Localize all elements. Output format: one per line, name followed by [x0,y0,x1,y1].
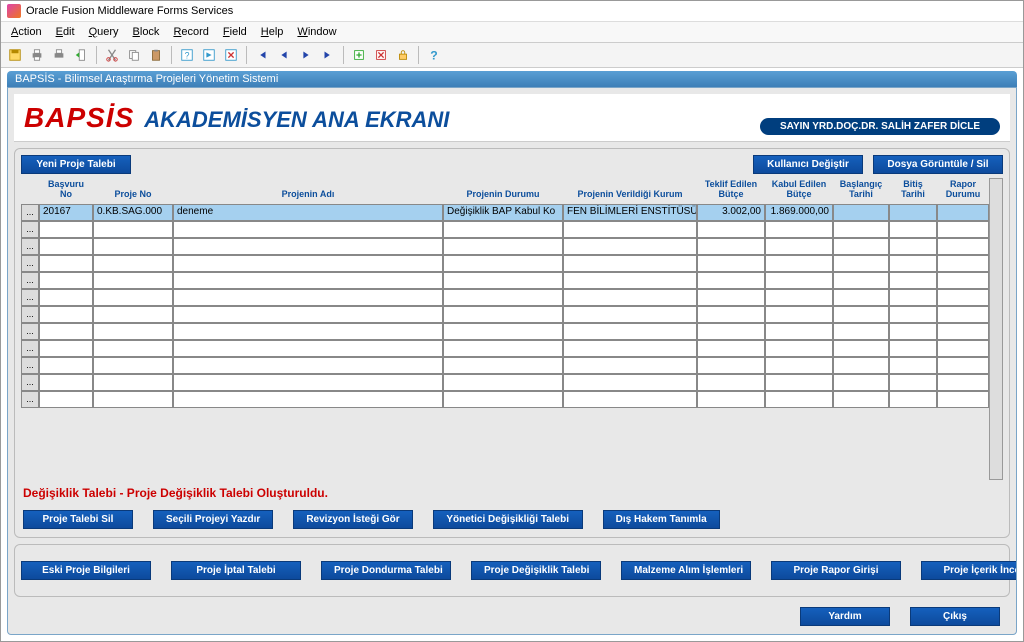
col-basvuru: Başvuru No [39,178,93,204]
insert-record-icon[interactable] [349,45,369,65]
exit-icon[interactable] [71,45,91,65]
col-tbutce: Teklif Edilen Bütçe [697,178,765,204]
separator [418,46,419,64]
save-icon[interactable] [5,45,25,65]
col-durum: Projenin Durumu [443,178,563,204]
table-row[interactable]: ... [21,306,989,323]
titlebar: Oracle Fusion Middleware Forms Services [1,1,1023,22]
revision-button[interactable]: Revizyon İsteği Gör [293,510,412,529]
print-selected-button[interactable]: Seçili Projeyi Yazdır [153,510,273,529]
change-project-button[interactable]: Proje Değişiklik Talebi [471,561,601,580]
col-rapor: Rapor Durumu [937,178,989,204]
execute-query-icon[interactable] [199,45,219,65]
enter-query-icon[interactable]: ? [177,45,197,65]
grid-body: ...201670.KB.SAG.000denemeDeğişiklik BAP… [21,204,989,480]
menu-help[interactable]: Help [255,24,290,40]
logo: BAPSİS [24,102,134,134]
next-record-icon[interactable] [296,45,316,65]
header-row: BAPSİS AKADEMİSYEN ANA EKRANI SAYIN YRD.… [14,94,1010,142]
menu-block[interactable]: Block [127,24,166,40]
separator [96,46,97,64]
content-review-button[interactable]: Proje İçerik İncele [921,561,1017,580]
menu-window[interactable]: Window [291,24,342,40]
paste-icon[interactable] [146,45,166,65]
cancel-project-button[interactable]: Proje İptal Talebi [171,561,301,580]
col-kbutce: Kabul Edilen Bütçe [765,178,833,204]
table-row[interactable]: ... [21,272,989,289]
menu-edit[interactable]: Edit [50,24,81,40]
svg-text:?: ? [430,48,437,62]
user-badge: SAYIN YRD.DOÇ.DR. SALİH ZAFER DİCLE [760,118,1000,135]
table-row[interactable]: ...201670.KB.SAG.000denemeDeğişiklik BAP… [21,204,989,221]
page-title: AKADEMİSYEN ANA EKRANI [144,107,449,133]
table-row[interactable]: ... [21,391,989,408]
help-button[interactable]: Yardım [800,607,890,626]
manager-change-button[interactable]: Yönetici Değişikliği Talebi [433,510,583,529]
menu-query[interactable]: Query [83,24,125,40]
action-buttons: Proje Talebi Sil Seçili Projeyi Yazdır R… [21,508,1003,531]
col-bas: Başlangıç Tarihi [833,178,889,204]
table-row[interactable]: ... [21,357,989,374]
external-referee-button[interactable]: Dış Hakem Tanımla [603,510,720,529]
material-ops-button[interactable]: Malzeme Alım İşlemleri [621,561,751,580]
table-row[interactable]: ... [21,221,989,238]
table-row[interactable]: ... [21,255,989,272]
separator [171,46,172,64]
table-row[interactable]: ... [21,374,989,391]
copy-icon[interactable] [124,45,144,65]
top-button-row: Yeni Proje Talebi Kullanıcı Değiştir Dos… [21,155,1003,174]
col-ad: Projenin Adı [173,178,443,204]
prev-record-icon[interactable] [274,45,294,65]
menubar: Action Edit Query Block Record Field Hel… [1,22,1023,43]
old-project-button[interactable]: Eski Proje Bilgileri [21,561,151,580]
freeze-project-button[interactable]: Proje Dondurma Talebi [321,561,451,580]
help-icon[interactable]: ? [424,45,444,65]
cut-icon[interactable] [102,45,122,65]
print-icon[interactable] [27,45,47,65]
main-panel: Yeni Proje Talebi Kullanıcı Değiştir Dos… [14,148,1010,538]
footer-buttons: Yardım Çıkış [14,603,1010,628]
menu-action[interactable]: Action [5,24,48,40]
print-setup-icon[interactable] [49,45,69,65]
remove-record-icon[interactable] [371,45,391,65]
content-area: BAPSİS AKADEMİSYEN ANA EKRANI SAYIN YRD.… [7,87,1017,635]
grid: Başvuru No Proje No Projenin Adı Projeni… [21,178,1003,480]
toolbar: ? ? [1,43,1023,68]
change-user-button[interactable]: Kullanıcı Değiştir [753,155,863,174]
cancel-query-icon[interactable] [221,45,241,65]
report-entry-button[interactable]: Proje Rapor Girişi [771,561,901,580]
grid-header: Başvuru No Proje No Projenin Adı Projeni… [21,178,989,204]
table-row[interactable]: ... [21,323,989,340]
menu-field[interactable]: Field [217,24,253,40]
subwindow-title: BAPSİS - Bilimsel Araştırma Projeleri Yö… [7,71,1017,87]
first-record-icon[interactable] [252,45,272,65]
menu-record[interactable]: Record [167,24,214,40]
table-row[interactable]: ... [21,238,989,255]
status-message: Değişiklik Talebi - Proje Değişiklik Tal… [21,480,1003,508]
exit-button[interactable]: Çıkış [910,607,1000,626]
last-record-icon[interactable] [318,45,338,65]
main-window: Oracle Fusion Middleware Forms Services … [0,0,1024,642]
delete-request-button[interactable]: Proje Talebi Sil [23,510,133,529]
col-kurum: Projenin Verildiği Kurum [563,178,697,204]
separator [246,46,247,64]
table-row[interactable]: ... [21,340,989,357]
svg-text:?: ? [185,51,190,61]
scrollbar[interactable] [989,178,1003,480]
bottom-panel: Eski Proje Bilgileri Proje İptal Talebi … [14,544,1010,597]
col-bit: Bitiş Tarihi [889,178,937,204]
new-project-button[interactable]: Yeni Proje Talebi [21,155,131,174]
app-icon [7,4,21,18]
col-projeno: Proje No [93,178,173,204]
view-file-button[interactable]: Dosya Görüntüle / Sil [873,155,1003,174]
lock-record-icon[interactable] [393,45,413,65]
table-row[interactable]: ... [21,289,989,306]
app-title: Oracle Fusion Middleware Forms Services [26,5,233,17]
separator [343,46,344,64]
